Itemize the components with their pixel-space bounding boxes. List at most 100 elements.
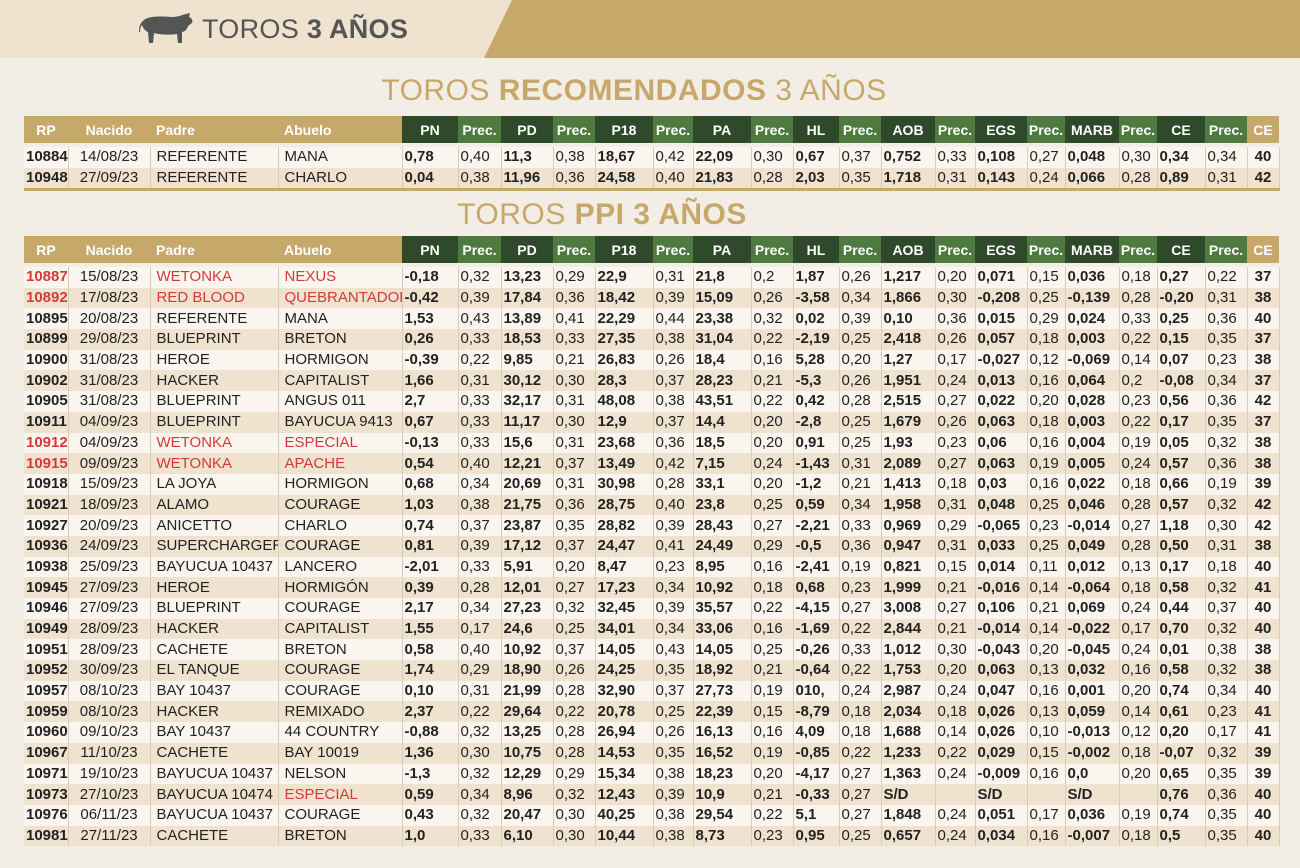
column-header: Prec. (1205, 236, 1247, 263)
table-cell: 0,022 (1065, 473, 1120, 495)
table-cell: 11,3 (501, 147, 554, 168)
table-cell: 0,33 (458, 411, 502, 433)
table-cell: 0,25 (839, 411, 882, 433)
table-cell: 1,753 (881, 660, 936, 681)
table-cell: 1,012 (881, 639, 936, 661)
table-cell: 0,20 (751, 473, 794, 495)
table-row: 10918 15/09/23 LA JOYA HORMIGON 0,68 0,34 20,6… (24, 473, 1280, 495)
column-header: CE (1247, 236, 1279, 263)
table-cell: 0,11 (1027, 556, 1066, 578)
table-cell: 1,233 (881, 742, 936, 764)
table-cell: 0,31 (553, 473, 596, 495)
table-cell: 12,01 (501, 577, 554, 598)
table-cell: -0,043 (975, 639, 1028, 661)
table-cell: 0,27 (839, 804, 882, 826)
table-cell: 20/08/23 (68, 308, 151, 330)
table-cell: BAYUCUA 10474 (150, 784, 279, 805)
table-cell: 0,38 (458, 494, 502, 516)
table-cell: 21,99 (501, 680, 554, 702)
table-cell: 0,20 (839, 349, 882, 371)
table-cell: 0,10 (402, 680, 459, 702)
table-cell: 0,23 (751, 825, 794, 847)
table-cell: 14,53 (595, 742, 654, 764)
table-cell: 2,418 (881, 329, 936, 350)
table-cell: 0,033 (975, 535, 1028, 557)
table-cell: 0,31 (458, 370, 502, 392)
table-row: 10945 27/09/23 HEROE HORMIGÓN 0,39 0,28 12,01 0… (24, 577, 1280, 598)
table-cell: 0,24 (935, 680, 976, 702)
table-cell: CHARLO (278, 515, 403, 536)
table-cell: 27/09/23 (68, 577, 151, 598)
table-cell: 0,015 (975, 308, 1028, 330)
table-cell: 0,78 (402, 147, 459, 168)
table-cell: 0,22 (458, 701, 502, 723)
table-cell: 0,19 (751, 742, 794, 764)
table-cell: 1,413 (881, 473, 936, 495)
table-cell: -0,007 (1065, 825, 1120, 847)
table-cell: 24,6 (501, 618, 554, 640)
table-cell: 2,03 (793, 167, 840, 192)
table-cell: 27/09/23 (68, 598, 151, 619)
table-cell: 0,67 (402, 411, 459, 433)
table-cell: 0,003 (1065, 329, 1120, 350)
table-cell: 26,94 (595, 722, 654, 743)
table-cell: 0,36 (1205, 784, 1248, 805)
table-cell: BLUEPRINT (150, 411, 279, 433)
table-cell: 0,32 (1205, 577, 1248, 598)
table-cell: 0,25 (1027, 535, 1066, 557)
table-cell: 0,27 (839, 784, 882, 805)
table-row: 10915 09/09/23 WETONKA APACHE 0,54 0,40 12,21 0… (24, 453, 1280, 474)
table-cell: 0,74 (1157, 804, 1206, 826)
table-cell: 0,26 (839, 267, 882, 288)
table-row: 10959 08/10/23 HACKER REMIXADO 2,37 0,22 29,64… (24, 701, 1280, 723)
table-row: 10946 27/09/23 BLUEPRINT COURAGE 2,17 0,34 27,… (24, 598, 1280, 619)
table-cell: -0,08 (1157, 370, 1206, 392)
table-cell: BAY 10437 (150, 722, 279, 743)
table-cell: 32,17 (501, 391, 554, 412)
table-cell: 0,19 (1119, 804, 1158, 826)
table-cell: 0,106 (975, 598, 1028, 619)
column-header: Prec. (839, 116, 881, 143)
column-header: Prec. (458, 236, 501, 263)
table-cell: 0,20 (1119, 763, 1158, 785)
page-title: TOROS 3 AÑOS (202, 14, 409, 44)
table-cell: 0,42 (793, 391, 840, 412)
table-cell: 0,057 (975, 329, 1028, 350)
table-cell: 0,051 (975, 804, 1028, 826)
table-cell: 1,18 (1157, 515, 1206, 536)
table-cell: 0,39 (839, 308, 882, 330)
table-cell: S/D (881, 784, 936, 805)
table-cell: 20/09/23 (68, 515, 151, 536)
table-cell: 1,74 (402, 660, 459, 681)
table-cell: 13,49 (595, 453, 654, 474)
table-cell: 0,22 (839, 742, 882, 764)
table-cell: 0,32 (458, 722, 502, 743)
column-header: PD (501, 116, 553, 143)
table-cell: 0,108 (975, 147, 1028, 168)
table-cell: LA JOYA (150, 473, 279, 495)
column-header: HL (793, 116, 839, 143)
table-cell: 0,44 (653, 308, 694, 330)
table-cell: 0,24 (751, 453, 794, 474)
table-cell: 0,21 (935, 618, 976, 640)
table-cell: HORMIGÓN (278, 577, 403, 598)
table-cell: ALAMO (150, 494, 279, 516)
table-cell: BAYUCUA 10437 (150, 556, 279, 578)
table-cell: 23,8 (693, 494, 752, 516)
column-header: AOB (881, 116, 935, 143)
table-cell: 0,005 (1065, 453, 1120, 474)
table-cell: 15,34 (595, 763, 654, 785)
table-cell: 27,23 (501, 598, 554, 619)
table-cell: 18,23 (693, 763, 752, 785)
table-cell: 10938 (24, 556, 69, 578)
table-cell: 10,92 (501, 639, 554, 661)
table-cell: 0,42 (653, 147, 694, 168)
column-header: Prec. (458, 116, 501, 143)
column-header: PA (693, 236, 751, 263)
table-cell: 22,39 (693, 701, 752, 723)
table-row: 10949 28/09/23 HACKER CAPITALIST 1,55 0,17 24,… (24, 618, 1280, 640)
table-cell: 1,866 (881, 287, 936, 309)
table-cell: HORMIGON (278, 473, 403, 495)
table-cell: 18,5 (693, 432, 752, 454)
table-cell: 0,50 (1157, 535, 1206, 557)
